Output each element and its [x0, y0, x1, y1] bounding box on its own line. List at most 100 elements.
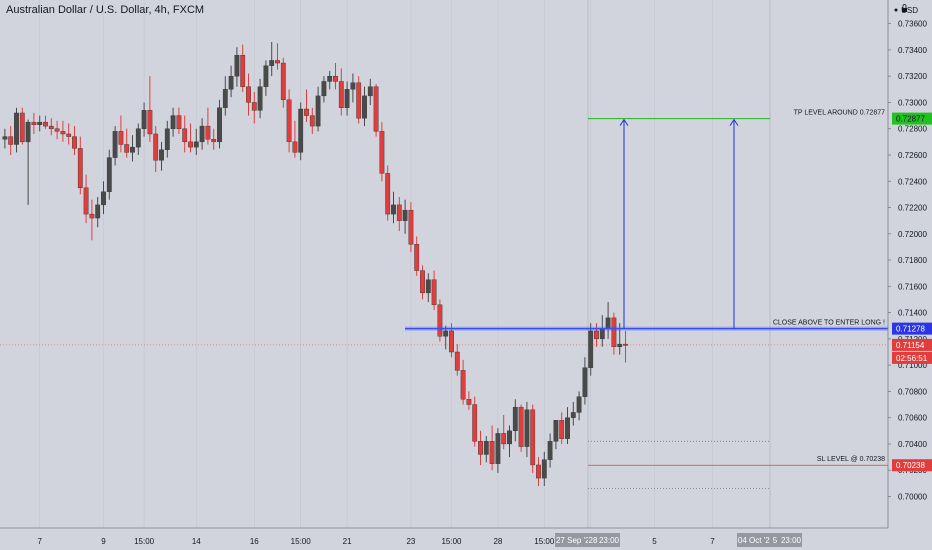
- candle-body: [263, 65, 269, 87]
- y-tick-label: 0.70400: [898, 440, 927, 449]
- lock-body: [902, 8, 907, 12]
- candle-body: [362, 95, 367, 119]
- candle-body: [617, 343, 623, 347]
- candle-body: [454, 351, 460, 371]
- candle-body: [449, 330, 454, 353]
- candle-body: [228, 75, 234, 90]
- candle-body: [19, 112, 25, 143]
- time-badge-text: 23:00: [781, 536, 802, 545]
- x-tick-label: 15:00: [441, 537, 462, 546]
- candle-body: [54, 128, 60, 132]
- candle-body: [147, 110, 153, 135]
- candle-body: [101, 191, 106, 206]
- dot-icon: [894, 8, 898, 12]
- candle-body: [541, 459, 547, 479]
- x-tick-label: 14: [192, 537, 201, 546]
- countdown-bg: [892, 351, 932, 364]
- candle-body: [170, 115, 176, 129]
- candle-body: [188, 141, 193, 148]
- time-badge-bg: [555, 533, 595, 547]
- candle-body: [48, 125, 54, 129]
- y-tick-label: 0.70800: [898, 387, 927, 396]
- candle-body: [420, 270, 425, 294]
- chart-title: Australian Dollar / U.S. Dollar, 4h, FXC…: [6, 4, 205, 16]
- candle-body: [356, 82, 362, 119]
- time-badge-text: 28: [589, 536, 598, 545]
- x-tick-label: 5: [652, 537, 657, 546]
- y-tick-label: 0.72200: [898, 204, 927, 213]
- countdown-text: 02:56:51: [896, 354, 928, 363]
- candle-body: [402, 209, 408, 221]
- entry-label: CLOSE ABOVE TO ENTER LONG !: [773, 320, 885, 327]
- candle-body: [141, 110, 147, 129]
- lock-shackle: [902, 4, 907, 8]
- y-tick-label: 0.71800: [898, 256, 927, 265]
- candle-body: [118, 131, 124, 145]
- candle-body: [547, 441, 553, 460]
- y-tick-label: 0.73000: [898, 98, 927, 107]
- time-badge: 28: [588, 533, 598, 547]
- candle-body: [443, 330, 449, 337]
- candle-body: [298, 108, 304, 153]
- candle-body: [25, 121, 31, 143]
- x-tick-label: 15:00: [291, 537, 312, 546]
- candle-body: [466, 399, 472, 405]
- candle-body: [240, 54, 246, 87]
- candle-body: [478, 441, 483, 455]
- x-tick-label: 15:00: [134, 537, 155, 546]
- candle-body: [269, 60, 275, 66]
- candle-body: [530, 409, 536, 466]
- candle-body: [315, 95, 321, 127]
- candle-body: [338, 81, 344, 108]
- candle-body: [501, 433, 507, 445]
- candle-body: [385, 173, 391, 215]
- candle-body: [304, 108, 309, 116]
- candle-body: [286, 99, 292, 143]
- last-price-badge-bg: [892, 338, 932, 351]
- candle-body: [379, 131, 385, 174]
- time-badge: 04 Oct '20: [737, 533, 775, 547]
- time-badge-bg: [737, 533, 775, 547]
- arrow-head: [619, 118, 629, 126]
- candle-body: [8, 136, 14, 145]
- last-price-badge: 0.71154: [892, 338, 932, 351]
- candle-body: [483, 441, 489, 455]
- candle-body: [112, 131, 118, 158]
- candle-body: [124, 144, 130, 153]
- candle-body: [14, 112, 19, 145]
- candle-body: [72, 136, 77, 149]
- candle-body: [37, 121, 43, 125]
- x-tick-label: 15:00: [534, 537, 555, 546]
- candle-body: [391, 204, 396, 215]
- time-badge-text: 5: [773, 536, 778, 545]
- sl-price-badge-bg: [892, 459, 932, 472]
- candle-body: [425, 279, 431, 294]
- y-tick-label: 0.72400: [898, 177, 927, 186]
- candle-body: [582, 367, 588, 397]
- candle-body: [396, 204, 402, 221]
- x-tick-label: 7: [710, 537, 715, 546]
- x-tick-label: 21: [343, 537, 352, 546]
- x-tick-label: 23: [406, 537, 415, 546]
- candle-body: [234, 54, 240, 77]
- candle-body: [275, 60, 280, 64]
- candle-body: [553, 420, 559, 442]
- candle-body: [559, 420, 565, 439]
- x-tick-label: 28: [493, 537, 502, 546]
- currency-label: USD: [901, 6, 918, 15]
- x-tick-label: 16: [250, 537, 259, 546]
- time-badge-text: 23:00: [599, 536, 620, 545]
- entry-price-badge-bg: [892, 322, 932, 335]
- y-tick-label: 0.72800: [898, 125, 927, 134]
- candle-body: [95, 204, 101, 219]
- tp-price-badge: 0.72877: [892, 112, 932, 125]
- candle-body: [309, 115, 315, 127]
- time-badge: 27 Sep '20: [555, 533, 595, 547]
- candle-body: [460, 370, 466, 400]
- entry-price-badge-text: 0.71278: [896, 325, 925, 334]
- x-tick-label: 7: [37, 537, 42, 546]
- candle-body: [576, 396, 582, 413]
